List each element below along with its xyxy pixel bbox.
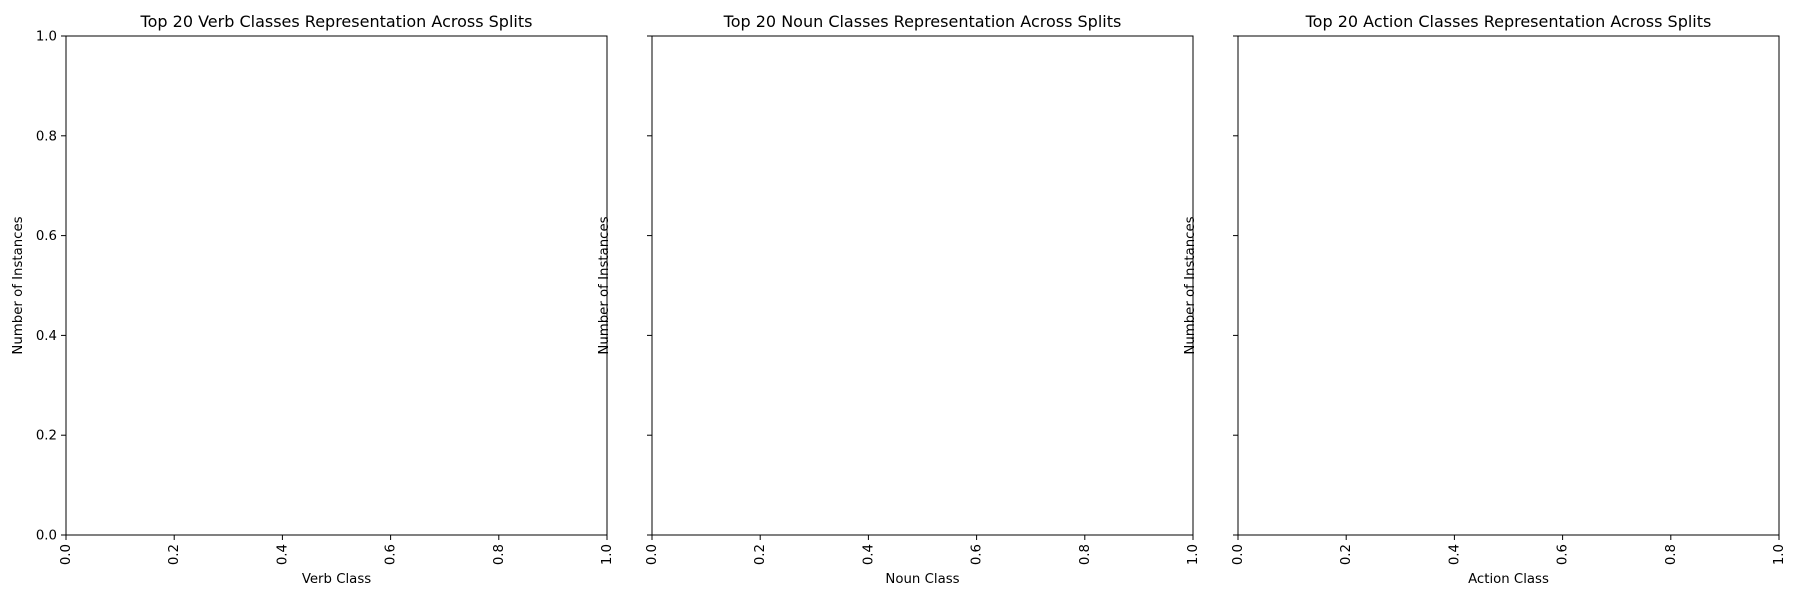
x-tick-label: 1.0 [600,544,615,565]
y-axis-ticks: 0.0 0.2 0.4 0.6 0.8 1.0 [36,30,66,544]
y-tick-label: 1.0 [36,30,57,45]
x-axis-label: Noun Class [885,572,959,587]
x-tick-label: 0.8 [492,544,507,565]
plot-area-frame [1237,35,1780,536]
x-tick-label: 0.6 [384,544,399,565]
chart-title: Top 20 Noun Classes Representation Acros… [723,12,1122,31]
y-tick-label: 0.0 [36,529,57,544]
x-axis-label: Action Class [1468,572,1549,587]
y-tick-label: 0.6 [36,229,57,244]
x-tick-label: 0.8 [1078,544,1093,565]
x-tick-label: 0.4 [861,544,876,565]
x-tick-label: 1.0 [1186,544,1201,565]
plot-area-frame [651,35,1194,536]
x-tick-label: 0.4 [1447,544,1462,565]
subplot-noun-classes: Top 20 Noun Classes Representation Acros… [597,12,1201,587]
x-axis-ticks: 0.0 0.2 0.4 0.6 0.8 1.0 [59,535,615,565]
x-tick-label: 0.4 [275,544,290,565]
y-axis-ticks [1233,35,1238,536]
y-axis-label: Number of Instances [597,216,612,354]
chart-title: Top 20 Action Classes Representation Acr… [1305,12,1712,31]
x-tick-label: 0.2 [753,544,768,565]
y-axis-label: Number of Instances [11,216,26,354]
x-tick-label: 0.6 [970,544,985,565]
x-tick-label: 0.0 [645,544,660,565]
y-axis-ticks [647,35,652,536]
x-axis-ticks: 0.0 0.2 0.4 0.6 0.8 1.0 [1231,535,1787,565]
plot-area-frame [65,35,608,536]
y-tick-label: 0.4 [36,329,57,344]
y-tick-label: 0.2 [36,429,57,444]
subplot-verb-classes: Top 20 Verb Classes Representation Acros… [11,12,615,587]
x-tick-label: 0.6 [1556,544,1571,565]
y-tick-label: 0.8 [36,129,57,144]
x-tick-label: 1.0 [1772,544,1787,565]
x-tick-label: 0.0 [1231,544,1246,565]
x-tick-label: 0.2 [167,544,182,565]
x-tick-label: 0.8 [1664,544,1679,565]
y-axis-label: Number of Instances [1183,216,1198,354]
x-tick-label: 0.0 [59,544,74,565]
x-axis-label: Verb Class [302,572,371,587]
x-tick-label: 0.2 [1339,544,1354,565]
chart-title: Top 20 Verb Classes Representation Acros… [140,12,533,31]
x-axis-ticks: 0.0 0.2 0.4 0.6 0.8 1.0 [645,535,1201,565]
subplot-action-classes: Top 20 Action Classes Representation Acr… [1183,12,1787,587]
